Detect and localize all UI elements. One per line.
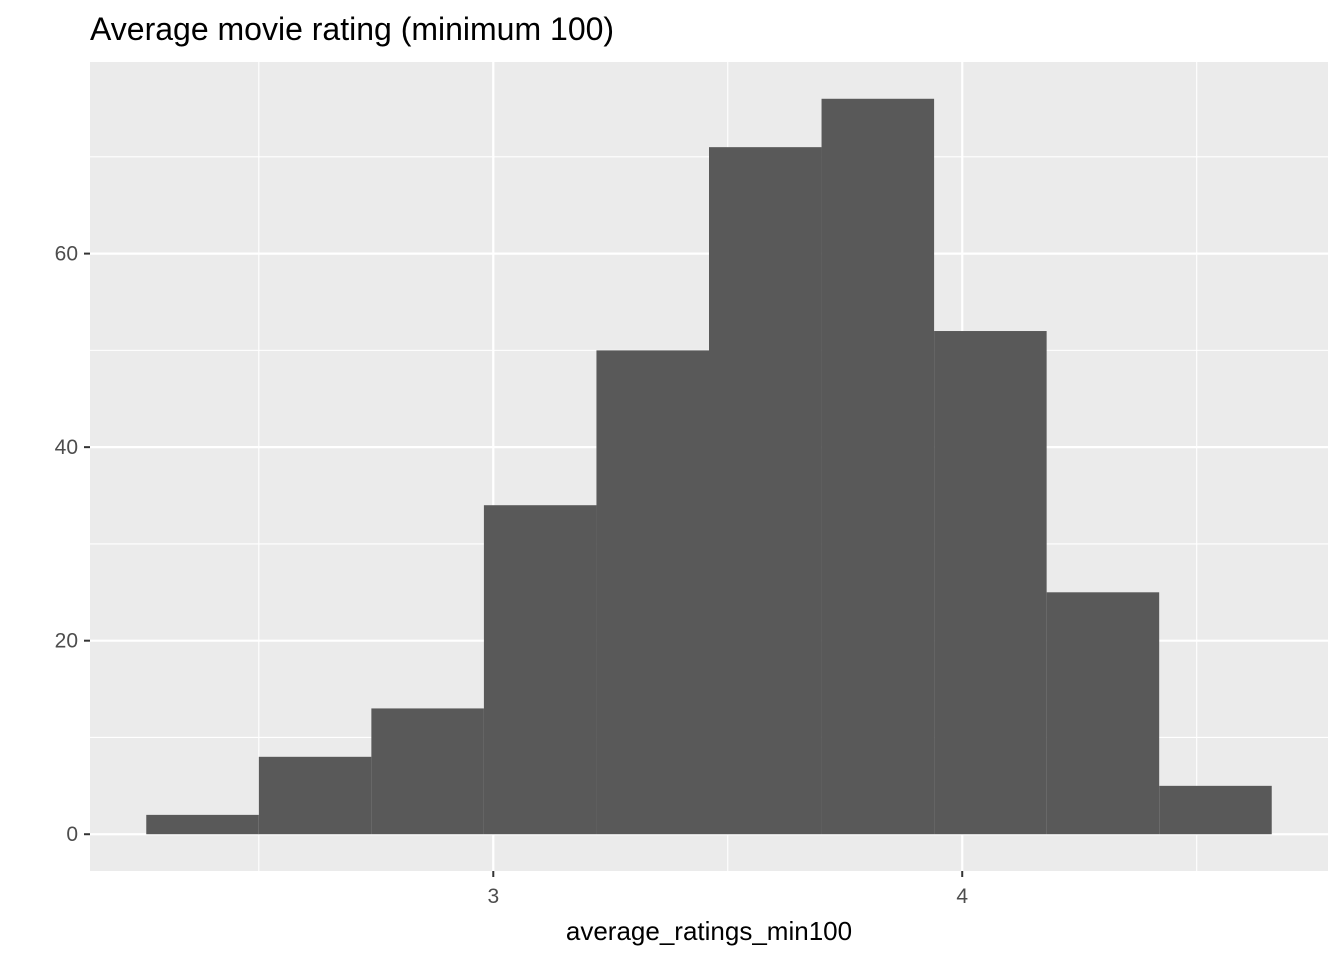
histogram-bar (709, 147, 822, 835)
y-tick-label: 0 (66, 823, 78, 846)
histogram-bar (1159, 785, 1272, 835)
y-tick-label: 60 (55, 243, 78, 266)
histogram-bar (596, 350, 709, 835)
histogram-bar (258, 756, 372, 835)
histogram-bar (371, 708, 484, 835)
x-axis-label: average_ratings_min100 (566, 916, 852, 946)
chart-title: Average movie rating (minimum 100) (90, 11, 614, 47)
x-tick-label: 3 (487, 885, 499, 908)
y-tick-label: 40 (55, 436, 78, 459)
histogram-bar (934, 331, 1047, 835)
y-axis: 0 20 40 60 (55, 243, 90, 846)
y-tick-label: 20 (55, 630, 78, 653)
x-tick-label: 4 (956, 885, 968, 908)
histogram-bar (1046, 592, 1160, 835)
histogram-bar (146, 814, 259, 835)
histogram-bars (146, 98, 1272, 835)
histogram-bar (821, 98, 935, 835)
histogram-bar (483, 505, 597, 835)
